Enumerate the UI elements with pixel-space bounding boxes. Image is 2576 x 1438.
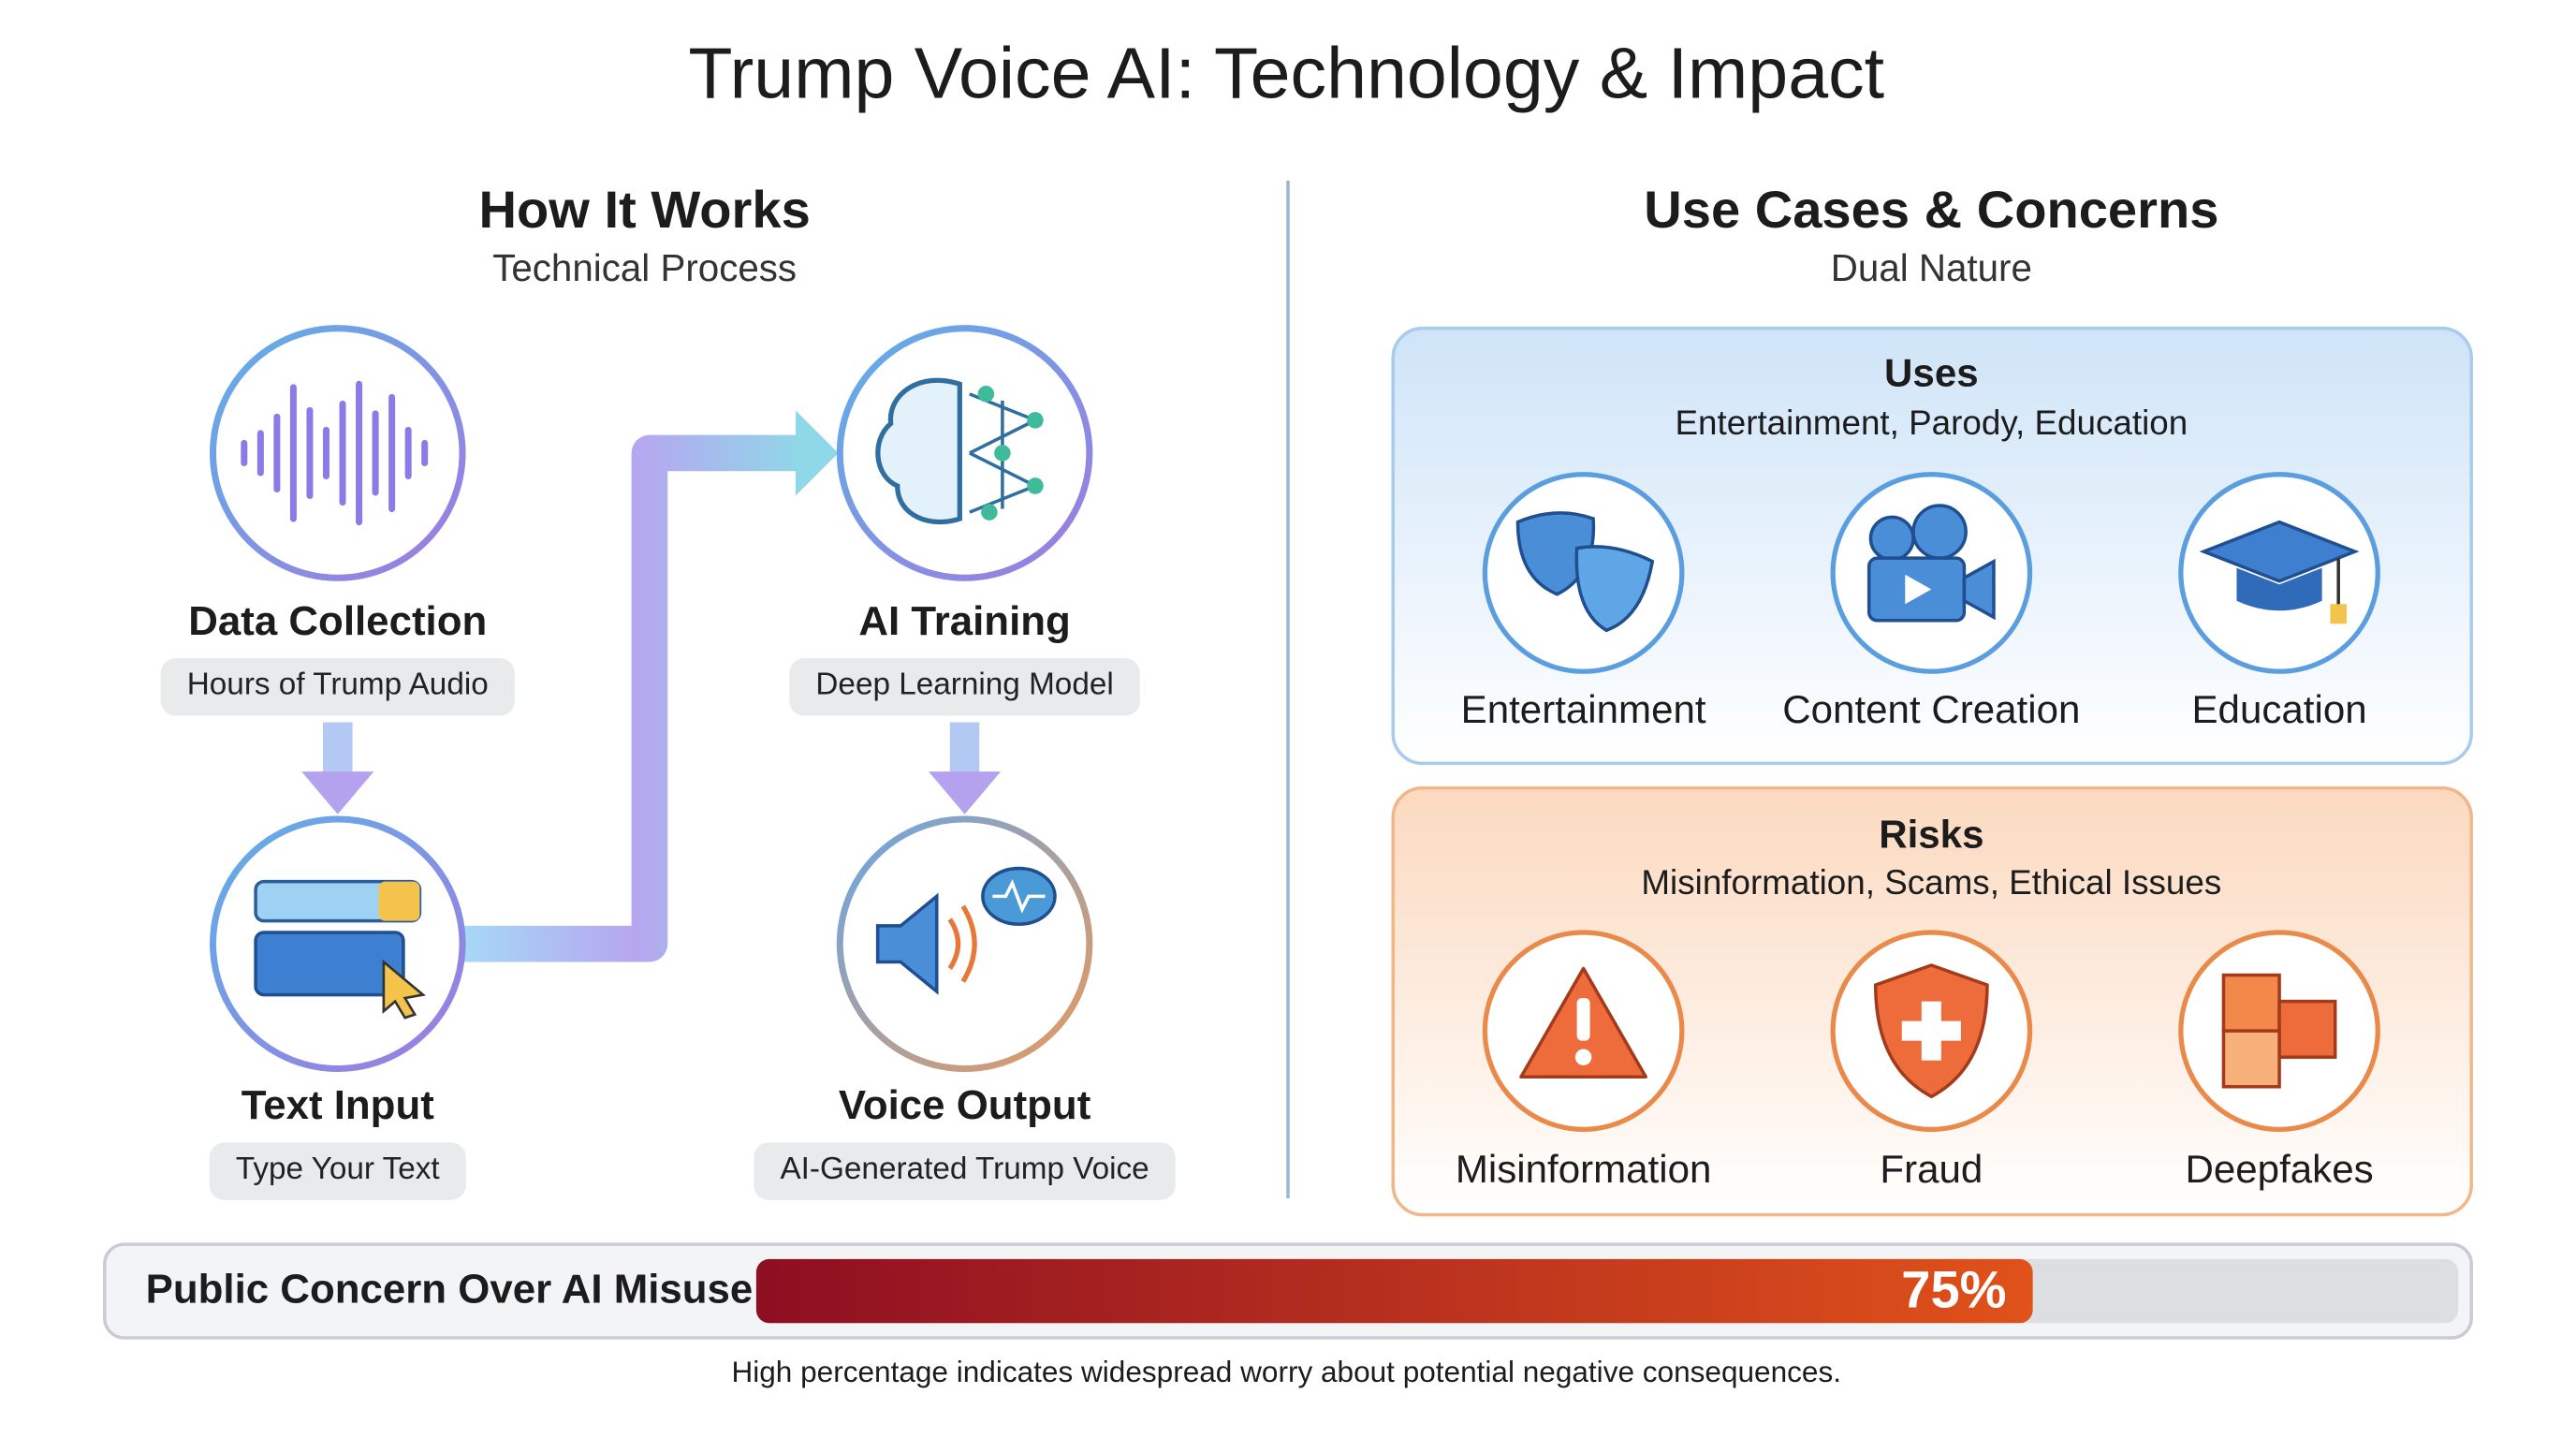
item-label: Deepfakes — [2185, 1147, 2373, 1191]
item-label: Misinformation — [1456, 1147, 1712, 1191]
section-title: Use Cases & Concerns — [1644, 180, 2218, 239]
box-title: Risks — [1879, 812, 1983, 856]
risk-icon — [2178, 930, 2380, 1132]
footnote: High percentage indicates widespread wor… — [731, 1355, 1841, 1388]
pill-bg — [160, 658, 515, 716]
bar-value: 75% — [1901, 1260, 2006, 1319]
step-title: Text Input — [242, 1082, 435, 1128]
use-icon — [1482, 472, 1685, 674]
step-title: Voice Output — [839, 1082, 1091, 1128]
pill-bg — [209, 1142, 466, 1200]
flow-arrow — [463, 434, 806, 962]
step-title: Data Collection — [188, 598, 487, 644]
step-icon — [210, 325, 466, 581]
section-subtitle: Technical Process — [492, 246, 797, 289]
step-detail: Hours of Trump Audio — [187, 668, 489, 702]
item-label: Content Creation — [1782, 687, 2080, 731]
item-label: Education — [2191, 687, 2366, 731]
step-icon — [836, 815, 1093, 1072]
arrow-head — [929, 771, 1002, 814]
section-title: How It Works — [479, 180, 811, 239]
use-icon — [2178, 472, 2380, 674]
box-title: Uses — [1884, 351, 1979, 395]
step-detail: AI-Generated Trump Voice — [780, 1152, 1149, 1186]
step-detail: Type Your Text — [236, 1152, 440, 1186]
step-title: AI Training — [858, 598, 1070, 644]
section-subtitle: Dual Nature — [1831, 246, 2032, 289]
concern-label: Public Concern Over AI Misuse — [146, 1267, 754, 1313]
step-detail: Deep Learning Model — [815, 668, 1113, 702]
box-subtitle: Misinformation, Scams, Ethical Issues — [1641, 863, 2221, 902]
pill-bg — [789, 658, 1140, 716]
bar-fill — [755, 1258, 2033, 1324]
risk-icon — [1830, 930, 2033, 1132]
pill-bg — [754, 1142, 1176, 1200]
risk-icon — [1482, 930, 1685, 1132]
step-icon — [210, 815, 466, 1072]
step-icon — [836, 325, 1093, 581]
title: Trump Voice AI: Technology & Impact — [688, 34, 1884, 114]
box-subtitle: Entertainment, Parody, Education — [1675, 404, 2188, 442]
arrow-head — [795, 410, 839, 496]
item-label: Fraud — [1880, 1147, 1983, 1191]
use-icon — [1830, 472, 2033, 674]
arrow-head — [301, 771, 374, 814]
item-label: Entertainment — [1461, 687, 1706, 731]
